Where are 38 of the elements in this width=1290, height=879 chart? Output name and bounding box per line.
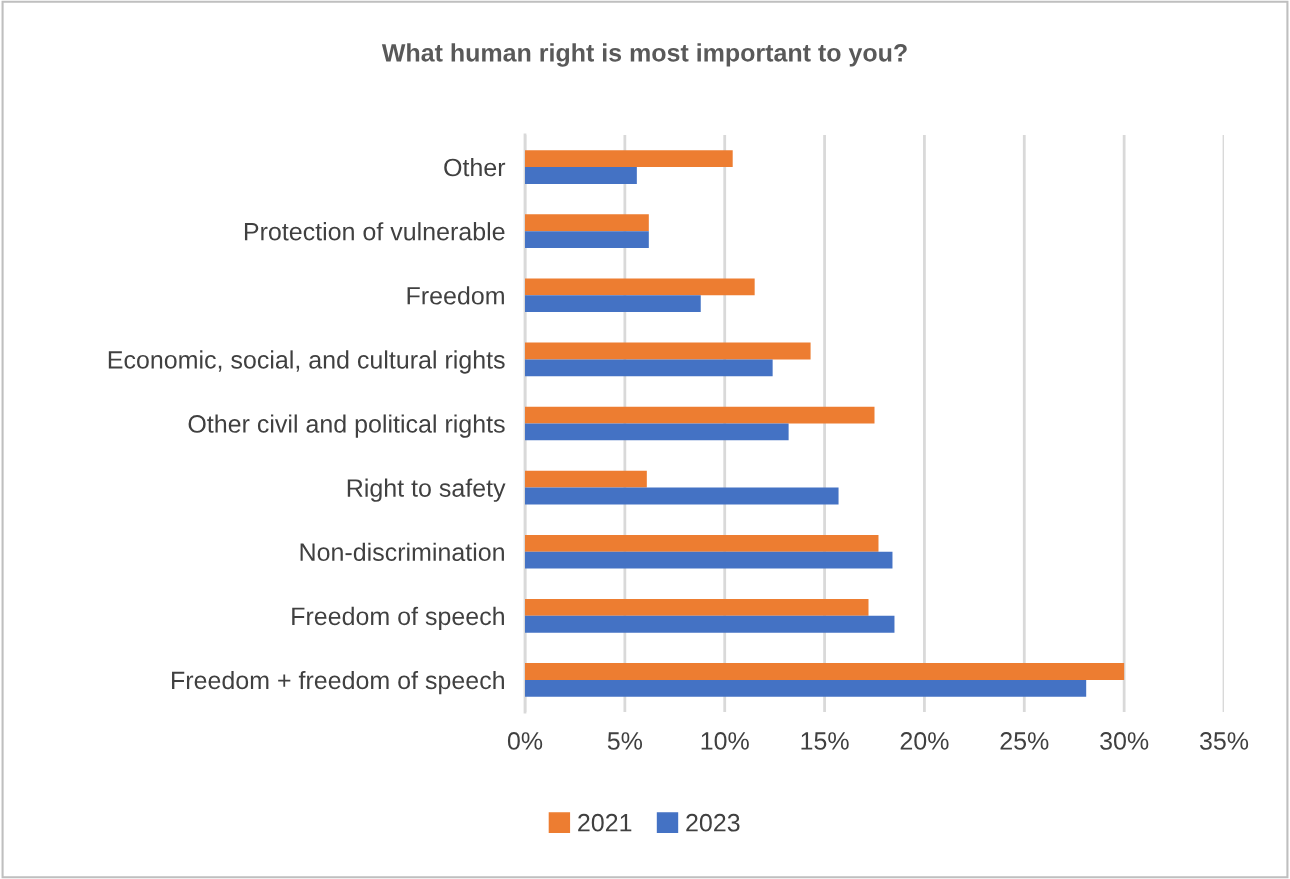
x-tick-label: 5% bbox=[607, 732, 643, 750]
bar bbox=[525, 214, 649, 232]
bar bbox=[525, 278, 755, 296]
bar bbox=[525, 679, 1087, 697]
y-tick-label: Right to safety bbox=[347, 478, 506, 502]
bar bbox=[525, 470, 647, 488]
x-tick-label: 10% bbox=[701, 732, 749, 750]
x-tick-label: 35% bbox=[1199, 732, 1249, 750]
bar bbox=[525, 295, 701, 313]
bar bbox=[525, 150, 733, 168]
bar bbox=[525, 167, 637, 184]
x-tick-label: 25% bbox=[1000, 732, 1049, 750]
bar bbox=[525, 423, 789, 441]
bar bbox=[525, 599, 869, 616]
y-tick-label: Other civil and political rights bbox=[188, 414, 505, 438]
x-tick-label: 0% bbox=[507, 732, 543, 750]
x-tick-label: 15% bbox=[801, 732, 849, 750]
y-tick-label: Freedom + freedom of speech bbox=[172, 670, 504, 695]
bar bbox=[525, 534, 879, 552]
bar bbox=[525, 551, 893, 569]
y-tick-label: Other bbox=[444, 158, 506, 177]
y-tick-label: Freedom bbox=[407, 286, 504, 305]
chart-title: What human right is most important to you? bbox=[381, 43, 907, 67]
legend-label: 2021 bbox=[578, 813, 632, 832]
y-tick-label: Freedom of speech bbox=[292, 606, 504, 631]
bar bbox=[525, 406, 875, 424]
bar bbox=[525, 359, 773, 377]
x-tick-label: 30% bbox=[1100, 732, 1149, 750]
x-tick-label: 20% bbox=[900, 732, 949, 750]
y-tick-label: Non-discrimination bbox=[300, 542, 504, 562]
bar bbox=[525, 231, 649, 248]
y-tick-label: Economic, social, and cultural rights bbox=[108, 350, 505, 374]
bar bbox=[525, 663, 1125, 680]
y-tick-label: Protection of vulnerable bbox=[244, 222, 505, 241]
bar bbox=[525, 615, 895, 633]
bar bbox=[525, 487, 839, 505]
bar bbox=[525, 342, 811, 360]
legend-label: 2023 bbox=[686, 813, 740, 832]
